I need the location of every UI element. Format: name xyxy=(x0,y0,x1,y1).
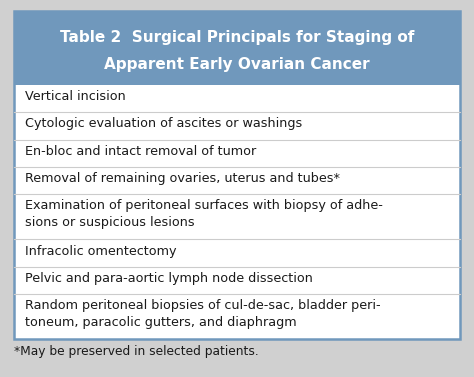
Text: Pelvic and para-aortic lymph node dissection: Pelvic and para-aortic lymph node dissec… xyxy=(25,272,312,285)
Text: Examination of peritoneal surfaces with biopsy of adhe-
sions or suspicious lesi: Examination of peritoneal surfaces with … xyxy=(25,199,383,229)
FancyBboxPatch shape xyxy=(14,11,460,339)
Text: *May be preserved in selected patients.: *May be preserved in selected patients. xyxy=(14,345,259,358)
FancyBboxPatch shape xyxy=(14,11,460,85)
Text: En-bloc and intact removal of tumor: En-bloc and intact removal of tumor xyxy=(25,145,256,158)
Text: Vertical incision: Vertical incision xyxy=(25,90,126,103)
Text: Apparent Early Ovarian Cancer: Apparent Early Ovarian Cancer xyxy=(104,57,370,72)
Text: Table 2  Surgical Principals for Staging of: Table 2 Surgical Principals for Staging … xyxy=(60,30,414,45)
Text: Infracolic omentectomy: Infracolic omentectomy xyxy=(25,245,176,257)
Text: Cytologic evaluation of ascites or washings: Cytologic evaluation of ascites or washi… xyxy=(25,117,302,130)
Text: Random peritoneal biopsies of cul-de-sac, bladder peri-
toneum, paracolic gutter: Random peritoneal biopsies of cul-de-sac… xyxy=(25,299,380,329)
Text: Removal of remaining ovaries, uterus and tubes*: Removal of remaining ovaries, uterus and… xyxy=(25,172,340,185)
